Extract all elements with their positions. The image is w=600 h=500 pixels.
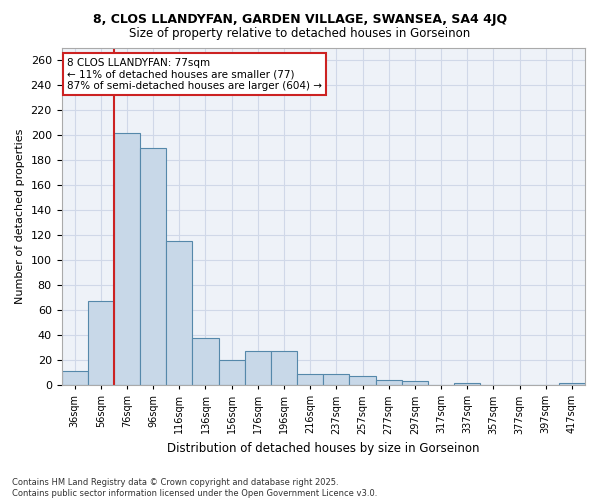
Bar [402,382,428,385]
Text: 8 CLOS LLANDYFAN: 77sqm
← 11% of detached houses are smaller (77)
87% of semi-de: 8 CLOS LLANDYFAN: 77sqm ← 11% of detache… [67,58,322,91]
Bar [88,302,114,385]
Bar [323,374,349,385]
Bar [559,382,585,385]
Bar [349,376,376,385]
Bar [140,148,166,385]
Bar [114,132,140,385]
Bar [376,380,402,385]
Bar [271,352,297,385]
Text: Size of property relative to detached houses in Gorseinon: Size of property relative to detached ho… [130,28,470,40]
Bar [62,372,88,385]
Bar [218,360,245,385]
Y-axis label: Number of detached properties: Number of detached properties [15,128,25,304]
Bar [454,382,481,385]
Text: 8, CLOS LLANDYFAN, GARDEN VILLAGE, SWANSEA, SA4 4JQ: 8, CLOS LLANDYFAN, GARDEN VILLAGE, SWANS… [93,12,507,26]
Bar [193,338,218,385]
Bar [297,374,323,385]
Bar [245,352,271,385]
Text: Contains HM Land Registry data © Crown copyright and database right 2025.
Contai: Contains HM Land Registry data © Crown c… [12,478,377,498]
X-axis label: Distribution of detached houses by size in Gorseinon: Distribution of detached houses by size … [167,442,479,455]
Bar [166,242,193,385]
